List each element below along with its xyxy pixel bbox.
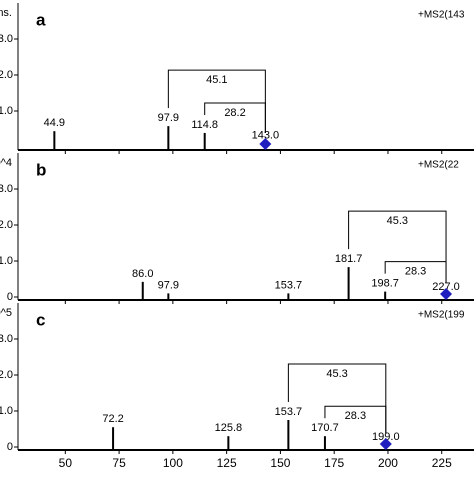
peak-label: 125.8 [215,422,243,434]
bracket [204,102,266,133]
y-tick-label: 3.0 [0,183,13,195]
peak [227,436,230,450]
peak [112,427,115,450]
peak-label: 44.9 [44,117,65,129]
peak-label: 170.7 [311,422,339,434]
peak [141,281,144,300]
ylabel: x10^5 [0,307,12,319]
spectrum-title: +MS2(199 [418,310,465,321]
panel-label: c [36,310,45,329]
difference-label: 28.3 [405,266,426,278]
x-tick-label: 150 [270,456,290,470]
y-tick-label: 0 [7,291,13,303]
peak [53,131,56,150]
x-tick-label: 100 [163,456,183,470]
x-tick-label: 175 [324,456,344,470]
peak-label: 97.9 [158,112,179,124]
ylabel: Intens. [0,7,12,19]
spectrum-title: +MS2(143 [418,10,465,21]
x-tick-label: 75 [112,456,126,470]
y-tick-label: 2.0 [0,369,13,381]
difference-label: 28.3 [345,410,366,422]
precursor-marker [440,288,453,300]
y-tick-label: 1.0 [0,405,13,417]
panel-label: a [36,10,46,29]
bracket [287,363,387,433]
peak [287,293,290,300]
y-tick-label: 2.0 [0,69,13,81]
peak-label: 72.2 [102,413,123,425]
y-tick-label: 0 [7,441,13,453]
peak [323,436,326,450]
spectrum-title: +MS2(22 [418,160,459,171]
y-tick-label: 2.0 [0,219,13,231]
peak-label: 143.0 [252,129,280,141]
y-tick-label: 3.0 [0,333,13,345]
peak-label: 198.7 [371,278,399,290]
difference-label: 45.1 [206,74,227,86]
bracket [324,405,387,433]
peak [347,267,350,300]
peak [167,293,170,300]
x-tick-label: 50 [59,456,73,470]
peak-label: 97.9 [158,279,179,291]
peak-label: 227.0 [432,281,460,293]
y-tick-label: 3.0 [0,33,13,45]
bracket [167,69,266,133]
peak-label: 153.7 [275,406,303,418]
bracket [384,261,447,283]
precursor-marker [259,138,272,150]
peak-label: 153.7 [275,279,303,291]
difference-label: 45.3 [387,215,408,227]
peak-label: 86.0 [132,268,153,280]
precursor-marker [379,438,392,450]
y-tick-label: 1.0 [0,255,13,267]
y-tick-label: 1.0 [0,105,13,117]
x-tick-label: 200 [378,456,398,470]
peak [167,126,170,150]
peak-label: 114.8 [191,119,218,131]
panel-label: b [36,160,46,179]
peak-label: 199.0 [372,431,400,443]
peak [287,420,290,450]
difference-label: 28.2 [224,107,245,119]
difference-label: 45.3 [326,368,347,380]
x-tick-label: 225 [432,456,452,470]
bracket [348,210,447,283]
peak [203,132,206,150]
peak [384,291,387,300]
x-tick-label: 125 [217,456,237,470]
ylabel: x10^4 [0,157,12,169]
peak-label: 181.7 [335,253,363,265]
